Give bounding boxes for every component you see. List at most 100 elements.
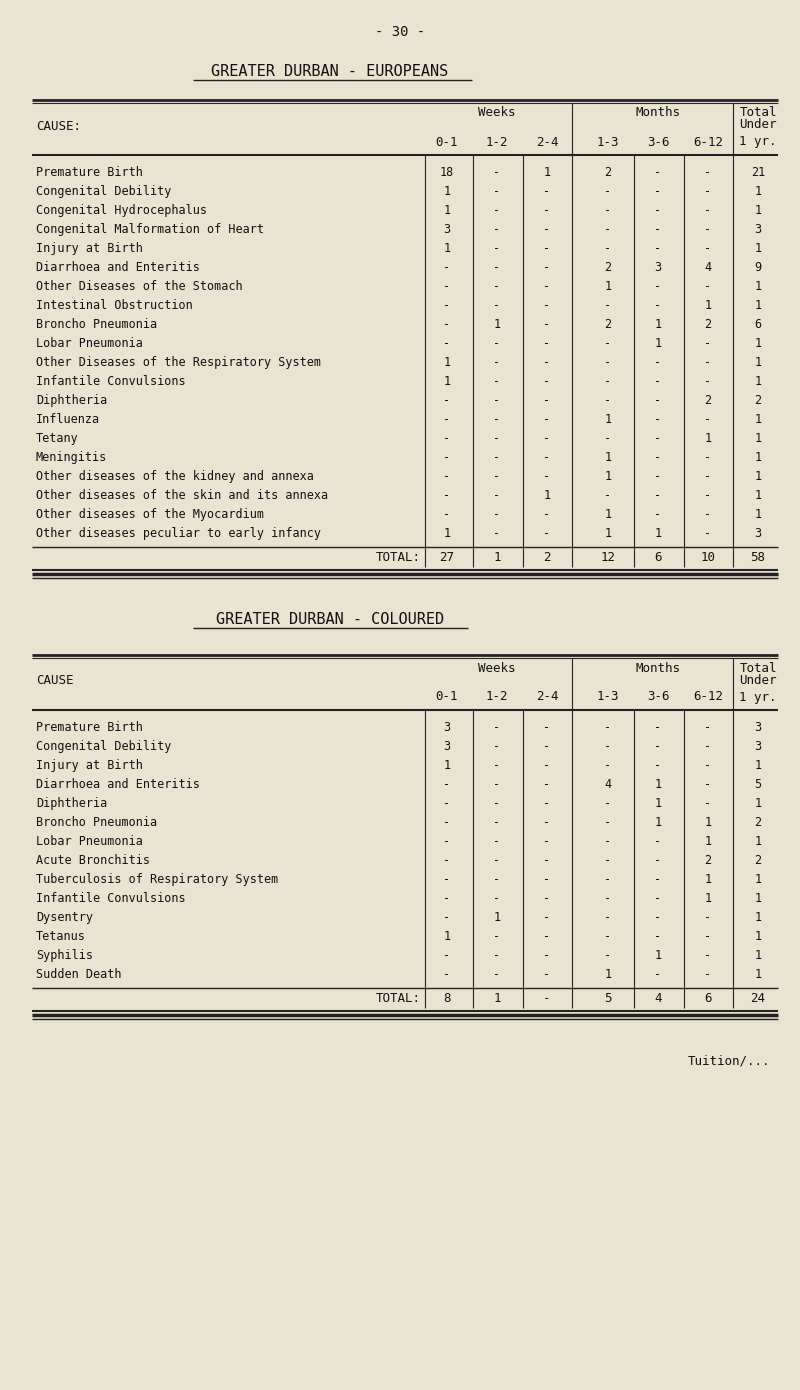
Text: Tetanus: Tetanus [36,930,86,942]
Text: GREATER DURBAN - COLOURED: GREATER DURBAN - COLOURED [216,613,444,627]
Text: 5: 5 [604,992,612,1005]
Text: 1: 1 [754,835,762,848]
Text: -: - [443,853,450,867]
Text: 1 yr.: 1 yr. [739,135,777,149]
Text: Congenital Debility: Congenital Debility [36,185,171,197]
Text: 2: 2 [705,853,711,867]
Text: -: - [605,489,611,502]
Text: -: - [705,527,711,539]
Text: -: - [494,299,501,311]
Text: -: - [494,356,501,368]
Text: -: - [654,432,662,445]
Text: -: - [494,375,501,388]
Text: 1: 1 [754,930,762,942]
Text: 2: 2 [705,318,711,331]
Text: 1: 1 [443,759,450,771]
Text: 2: 2 [543,550,550,564]
Text: 3: 3 [443,222,450,236]
Text: Other Diseases of the Stomach: Other Diseases of the Stomach [36,279,242,293]
Text: -: - [543,739,550,753]
Text: -: - [705,413,711,425]
Text: -: - [543,967,550,981]
Text: -: - [605,356,611,368]
Text: -: - [543,222,550,236]
Text: Dysentry: Dysentry [36,910,93,924]
Text: Syphilis: Syphilis [36,949,93,962]
Text: 3-6: 3-6 [646,691,670,703]
Text: 6: 6 [654,550,662,564]
Text: Congenital Hydrocephalus: Congenital Hydrocephalus [36,204,207,217]
Text: -: - [543,413,550,425]
Text: -: - [605,204,611,217]
Text: 1: 1 [654,778,662,791]
Text: 1: 1 [754,949,762,962]
Text: 1: 1 [754,242,762,254]
Text: 6: 6 [704,992,712,1005]
Text: 1: 1 [443,204,450,217]
Text: -: - [605,222,611,236]
Text: -: - [443,261,450,274]
Text: -: - [705,450,711,464]
Text: -: - [654,470,662,482]
Text: 2: 2 [605,318,611,331]
Text: Other diseases peculiar to early infancy: Other diseases peculiar to early infancy [36,527,321,539]
Text: Diphtheria: Diphtheria [36,393,107,407]
Text: 1: 1 [754,873,762,885]
Text: 58: 58 [750,550,766,564]
Text: -: - [543,318,550,331]
Text: 1: 1 [705,432,711,445]
Text: -: - [494,527,501,539]
Text: -: - [654,204,662,217]
Text: -: - [494,242,501,254]
Text: 2: 2 [754,816,762,828]
Text: -: - [705,949,711,962]
Text: -: - [443,892,450,905]
Text: 1: 1 [443,356,450,368]
Text: 3: 3 [754,527,762,539]
Text: -: - [494,721,501,734]
Text: -: - [705,470,711,482]
Text: -: - [654,489,662,502]
Text: 1: 1 [754,185,762,197]
Text: -: - [654,759,662,771]
Text: 1: 1 [443,242,450,254]
Text: -: - [654,185,662,197]
Text: -: - [494,279,501,293]
Text: -: - [543,185,550,197]
Text: 3: 3 [443,721,450,734]
Text: 1-2: 1-2 [486,135,508,149]
Text: -: - [605,721,611,734]
Text: 5: 5 [754,778,762,791]
Text: -: - [705,967,711,981]
Text: 1: 1 [754,759,762,771]
Text: Under: Under [739,674,777,687]
Text: -: - [654,853,662,867]
Text: -: - [605,930,611,942]
Text: -: - [605,910,611,924]
Text: -: - [494,739,501,753]
Text: -: - [443,873,450,885]
Text: -: - [543,853,550,867]
Text: 1: 1 [754,299,762,311]
Text: 1: 1 [754,796,762,810]
Text: -: - [543,204,550,217]
Text: 12: 12 [601,550,615,564]
Text: 1: 1 [443,185,450,197]
Text: -: - [543,242,550,254]
Text: 1: 1 [494,910,501,924]
Text: 1: 1 [754,450,762,464]
Text: Congenital Debility: Congenital Debility [36,739,171,753]
Text: -: - [443,413,450,425]
Text: -: - [443,279,450,293]
Text: 1: 1 [605,470,611,482]
Text: -: - [705,778,711,791]
Text: 6: 6 [754,318,762,331]
Text: 24: 24 [750,992,766,1005]
Text: -: - [543,432,550,445]
Text: -: - [654,356,662,368]
Text: Lobar Pneumonia: Lobar Pneumonia [36,835,143,848]
Text: Congenital Malformation of Heart: Congenital Malformation of Heart [36,222,264,236]
Text: -: - [705,204,711,217]
Text: 6-12: 6-12 [693,691,723,703]
Text: -: - [654,930,662,942]
